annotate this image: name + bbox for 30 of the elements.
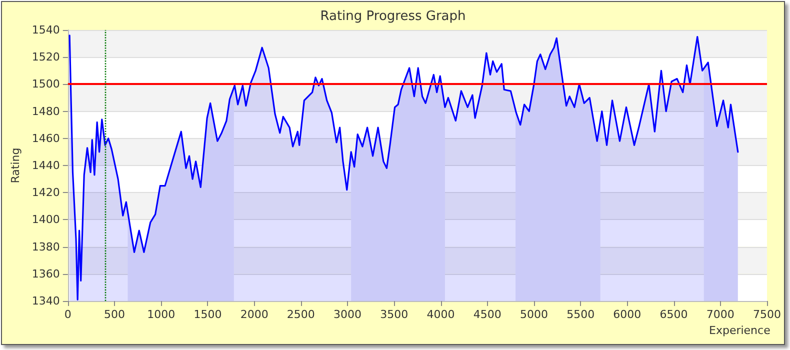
x-tick-label: 7500 [753,308,782,321]
x-tick-label: 4500 [473,308,502,321]
x-tick-label: 7000 [706,308,734,321]
x-tick-label: 4000 [426,308,455,321]
x-tick-label: 2000 [240,308,268,321]
x-tick-label: 0 [64,308,72,321]
chart-title: Rating Progress Graph [320,9,466,24]
y-tick-label: 1520 [32,50,60,64]
x-tick-label: 1500 [194,308,222,321]
x-tick-label: 500 [104,308,125,321]
x-axis-title: Experience [709,324,771,337]
x-tick-label: 6000 [613,308,642,321]
y-tick-label: 1420 [32,186,60,200]
y-tick-label: 1360 [32,267,60,280]
y-tick-label: 1500 [32,78,60,91]
y-axis-title: Rating [9,148,22,184]
y-tick-label: 1380 [32,240,60,254]
y-tick-label: 1400 [32,213,60,226]
x-tick-label: 3000 [334,308,362,321]
x-tick-label: 1000 [147,308,176,321]
y-tick-label: 1540 [32,24,60,36]
y-tick-label: 1460 [32,132,60,145]
y-tick-label: 1440 [32,159,60,172]
x-tick-label: 3500 [380,308,408,321]
y-tick-label: 1480 [32,104,60,118]
x-tick-label: 2500 [286,308,315,321]
y-tick-label: 1340 [32,294,60,308]
x-tick-label: 5000 [520,308,548,321]
x-tick-label: 5500 [566,308,595,321]
x-tick-label: 6500 [660,308,688,321]
